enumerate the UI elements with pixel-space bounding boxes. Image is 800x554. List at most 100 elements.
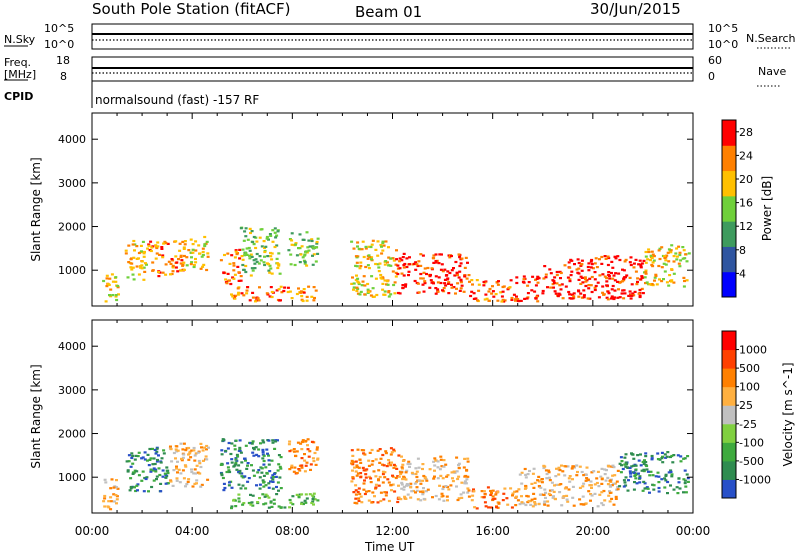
echo-cell	[502, 492, 506, 495]
echo-cell	[316, 499, 320, 502]
echo-cell	[242, 268, 246, 271]
echo-cell	[584, 479, 588, 482]
echo-cell	[644, 261, 648, 264]
echo-cell	[484, 293, 488, 296]
echo-cell	[444, 284, 448, 287]
echo-cell	[384, 452, 388, 455]
echo-cell	[362, 488, 366, 491]
echo-cell	[109, 487, 113, 490]
echo-cell	[440, 263, 444, 266]
echo-cell	[140, 457, 144, 460]
echo-cell	[412, 489, 415, 493]
x-tick-label: 08:00	[275, 524, 310, 538]
echo-cell	[572, 465, 576, 468]
echo-region	[219, 248, 243, 286]
echo-cell	[254, 258, 258, 261]
echo-cell	[405, 265, 409, 269]
echo-cell	[437, 276, 441, 279]
echo-cell	[227, 441, 231, 445]
echo-cell	[463, 275, 467, 278]
echo-cell	[628, 261, 632, 264]
echo-cell	[425, 479, 429, 482]
echo-cell	[446, 485, 450, 489]
colorbar-tick-label: 24	[739, 149, 753, 162]
echo-cell	[535, 295, 539, 298]
echo-cell	[377, 484, 381, 487]
echo-cell	[182, 261, 186, 264]
echo-cell	[239, 227, 243, 230]
echo-cell	[592, 470, 596, 473]
echo-cell	[236, 455, 240, 458]
echo-cell	[394, 465, 398, 468]
cpid-label: CPID	[4, 90, 33, 103]
echo-cell	[520, 471, 524, 474]
echo-cell	[288, 506, 292, 509]
echo-cell	[510, 506, 514, 509]
echo-cell	[355, 274, 358, 277]
echo-cell	[237, 500, 241, 503]
echo-cell	[552, 490, 556, 493]
echo-cell	[387, 481, 391, 484]
freq-label: Freq.	[4, 56, 31, 69]
echo-cell	[297, 287, 300, 290]
echo-cell	[387, 459, 391, 462]
echo-cell	[357, 282, 361, 286]
echo-cell	[455, 271, 459, 275]
echo-cell	[252, 454, 256, 457]
echo-cell	[458, 289, 462, 292]
echo-cell	[553, 484, 556, 487]
echo-cell	[278, 465, 282, 468]
echo-cell	[638, 295, 642, 299]
echo-cell	[161, 271, 165, 274]
echo-cell	[169, 480, 173, 483]
echo-cell	[463, 480, 467, 483]
echo-cell	[457, 467, 461, 470]
echo-cell	[277, 463, 281, 466]
echo-cell	[356, 490, 360, 494]
echo-cell	[466, 261, 469, 264]
echo-cell	[589, 493, 593, 496]
echo-cell	[405, 484, 408, 487]
echo-cell	[276, 439, 279, 442]
echo-cell	[259, 442, 262, 445]
echo-cell	[428, 286, 432, 289]
echo-cell	[290, 232, 294, 235]
echo-cell	[276, 481, 280, 484]
echo-cell	[233, 256, 237, 259]
echo-cell	[355, 261, 359, 264]
echo-cell	[433, 475, 436, 478]
echo-cell	[571, 297, 575, 300]
echo-cell	[554, 475, 558, 478]
echo-cell	[533, 497, 537, 500]
echo-cell	[360, 284, 364, 287]
echo-cell	[600, 255, 604, 259]
echo-cell	[363, 293, 367, 296]
echo-cell	[419, 277, 423, 280]
echo-cell	[611, 266, 615, 269]
echo-cell	[544, 496, 547, 499]
echo-cell	[171, 484, 175, 487]
echo-cell	[257, 455, 261, 458]
echo-cell	[192, 449, 196, 452]
echo-cell	[520, 495, 523, 498]
echo-cell	[384, 450, 388, 453]
echo-cell	[440, 253, 443, 256]
echo-cell	[397, 496, 401, 499]
echo-cell	[376, 501, 380, 504]
echo-cell	[433, 457, 437, 460]
echo-cell	[454, 292, 457, 295]
echo-cell	[534, 278, 537, 281]
echo-cell	[306, 438, 310, 441]
echo-cell	[467, 495, 471, 498]
echo-cell	[514, 299, 517, 302]
echo-cell	[367, 464, 371, 467]
echo-cell	[203, 244, 207, 248]
echo-cell	[678, 487, 682, 490]
echo-cell	[558, 293, 562, 296]
echo-cell	[501, 290, 505, 293]
echo-cell	[650, 250, 654, 253]
echo-cell	[160, 246, 164, 249]
echo-cell	[315, 246, 319, 249]
echo-cell	[543, 503, 547, 506]
echo-cell	[266, 255, 270, 258]
